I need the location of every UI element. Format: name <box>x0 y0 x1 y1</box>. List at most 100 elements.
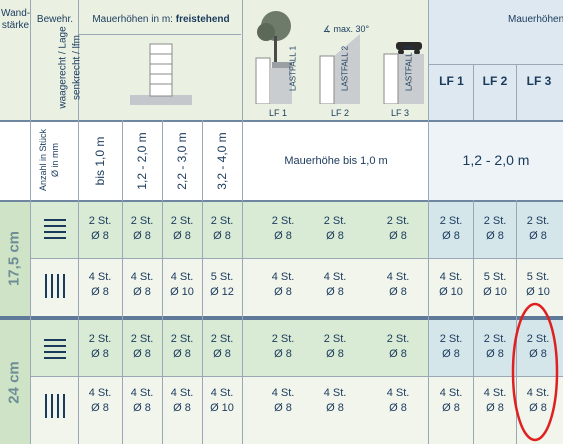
vertical-bars-icon <box>45 274 65 298</box>
cell-count: 4 St. <box>323 387 347 399</box>
cell-diameter: Ø 10 <box>483 286 507 298</box>
cell-count: 4 St. <box>130 387 154 399</box>
cell-diameter: Ø 8 <box>173 348 191 360</box>
table-cell: 2 St. Ø 8 <box>431 214 471 244</box>
table-cell: 2 St. Ø 8 <box>80 214 120 244</box>
cell-count: 2 St. <box>271 333 295 345</box>
cell-count: 2 St. <box>170 333 194 345</box>
cell-count: 4 St. <box>271 387 295 399</box>
lastfall-3-label: LASTFALL 3 <box>404 45 414 92</box>
cell-diameter: Ø 8 <box>91 286 109 298</box>
cell-count: 4 St. <box>526 387 550 399</box>
cell-count: 4 St. <box>271 271 295 283</box>
height-range-right: 1,2 - 2,0 m <box>462 152 530 168</box>
cell-count: 4 St. <box>170 271 194 283</box>
table-cell: 4 St. Ø 8 <box>122 386 162 416</box>
cell-count: 5 St. <box>526 271 550 283</box>
table-cell: 2 St. Ø 8 <box>378 332 418 362</box>
cell-diameter: Ø 8 <box>389 402 407 414</box>
cell-count: 4 St. <box>170 387 194 399</box>
table-cell: 4 St. Ø 8 <box>263 386 303 416</box>
table-cell: 4 St. Ø 10 <box>431 270 471 300</box>
table-cell: 2 St. Ø 8 <box>378 214 418 244</box>
table-cell: 5 St. Ø 12 <box>202 270 242 300</box>
cell-diameter: Ø 8 <box>486 402 504 414</box>
cell-diameter: Ø 8 <box>442 348 460 360</box>
cell-count: 4 St. <box>210 387 234 399</box>
table-cell: 4 St. Ø 8 <box>518 386 558 416</box>
table-cell: 2 St. Ø 8 <box>263 214 303 244</box>
cell-count: 2 St. <box>439 215 463 227</box>
lf2-bold: LF 2 <box>482 74 508 88</box>
range-1: bis 1,0 m <box>93 136 107 186</box>
diameter-label: Ø in mm <box>50 143 60 178</box>
subheader-bg-right <box>428 122 563 202</box>
cell-diameter: Ø 8 <box>389 286 407 298</box>
cell-count: 5 St. <box>210 271 234 283</box>
lf2-small: LF 2 <box>330 108 349 118</box>
table-cell: 2 St. Ø 8 <box>122 214 162 244</box>
table-cell: 4 St. Ø 10 <box>202 386 242 416</box>
range-4: 3,2 - 4,0 m <box>215 132 229 190</box>
table-cell: 4 St. Ø 8 <box>80 386 120 416</box>
table-cell: 4 St. Ø 8 <box>475 386 515 416</box>
highlight-circle <box>511 302 559 442</box>
table-cell: 4 St. Ø 8 <box>80 270 120 300</box>
cell-count: 2 St. <box>526 333 550 345</box>
row-17-v-bg <box>0 258 563 314</box>
cell-diameter: Ø 8 <box>213 230 231 242</box>
cell-diameter: Ø 8 <box>274 286 292 298</box>
table-cell: 2 St. Ø 8 <box>162 214 202 244</box>
cell-count: 4 St. <box>88 271 112 283</box>
lf1-small: LF 1 <box>268 108 287 118</box>
table-cell: 5 St. Ø 10 <box>518 270 558 300</box>
table-cell: 2 St. Ø 8 <box>315 214 355 244</box>
table-cell: 2 St. Ø 8 <box>202 332 242 362</box>
slope-wall-icon <box>319 34 360 104</box>
cell-count: 2 St. <box>526 215 550 227</box>
cell-count: 4 St. <box>88 387 112 399</box>
cell-diameter: Ø 8 <box>529 230 547 242</box>
lastfall-2-label: LASTFALL 2 <box>340 45 350 92</box>
cell-diameter: Ø 8 <box>274 348 292 360</box>
lastfall-1-label: LASTFALL 1 <box>288 45 298 92</box>
cell-diameter: Ø 10 <box>526 286 550 298</box>
vertical-bars-icon <box>45 394 65 418</box>
table-cell: 4 St. Ø 8 <box>378 386 418 416</box>
table-cell: 2 St. Ø 8 <box>80 332 120 362</box>
cell-diameter: Ø 8 <box>442 230 460 242</box>
wall-heights-label: Mauerhöhen in m: freistehend <box>92 14 230 25</box>
table-cell: 2 St. Ø 8 <box>263 332 303 362</box>
cell-count: 2 St. <box>88 215 112 227</box>
cell-diameter: Ø 10 <box>170 286 194 298</box>
thickness-24: 24 cm <box>5 361 23 404</box>
wall-heights-right: Mauerhöhen <box>508 14 563 25</box>
cell-count: 2 St. <box>88 333 112 345</box>
height-upto-1m: Mauerhöhe bis 1,0 m <box>284 155 388 167</box>
cell-diameter: Ø 8 <box>529 348 547 360</box>
thickness-17-5: 17,5 cm <box>5 230 23 287</box>
table-cell: 2 St. Ø 8 <box>518 332 558 362</box>
table-cell: 5 St. Ø 10 <box>475 270 515 300</box>
right-cols-bg-1 <box>428 202 563 258</box>
table-cell: 2 St. Ø 8 <box>315 332 355 362</box>
cell-count: 4 St. <box>386 271 410 283</box>
horizontal-bars-icon <box>44 219 66 239</box>
cell-diameter: Ø 12 <box>210 286 234 298</box>
cell-count: 2 St. <box>170 215 194 227</box>
cell-diameter: Ø 8 <box>326 348 344 360</box>
table-cell: 2 St. Ø 8 <box>475 332 515 362</box>
cell-count: 2 St. <box>386 333 410 345</box>
cell-diameter: Ø 8 <box>274 230 292 242</box>
cell-diameter: Ø 8 <box>442 402 460 414</box>
cell-diameter: Ø 8 <box>486 348 504 360</box>
cell-count: 2 St. <box>323 333 347 345</box>
cell-diameter: Ø 8 <box>529 402 547 414</box>
header-bg-right <box>428 0 563 120</box>
cell-diameter: Ø 8 <box>213 348 231 360</box>
table-cell: 4 St. Ø 8 <box>122 270 162 300</box>
cell-count: 2 St. <box>483 215 507 227</box>
cell-diameter: Ø 8 <box>274 402 292 414</box>
cell-count: 2 St. <box>271 215 295 227</box>
cell-count: 2 St. <box>323 215 347 227</box>
